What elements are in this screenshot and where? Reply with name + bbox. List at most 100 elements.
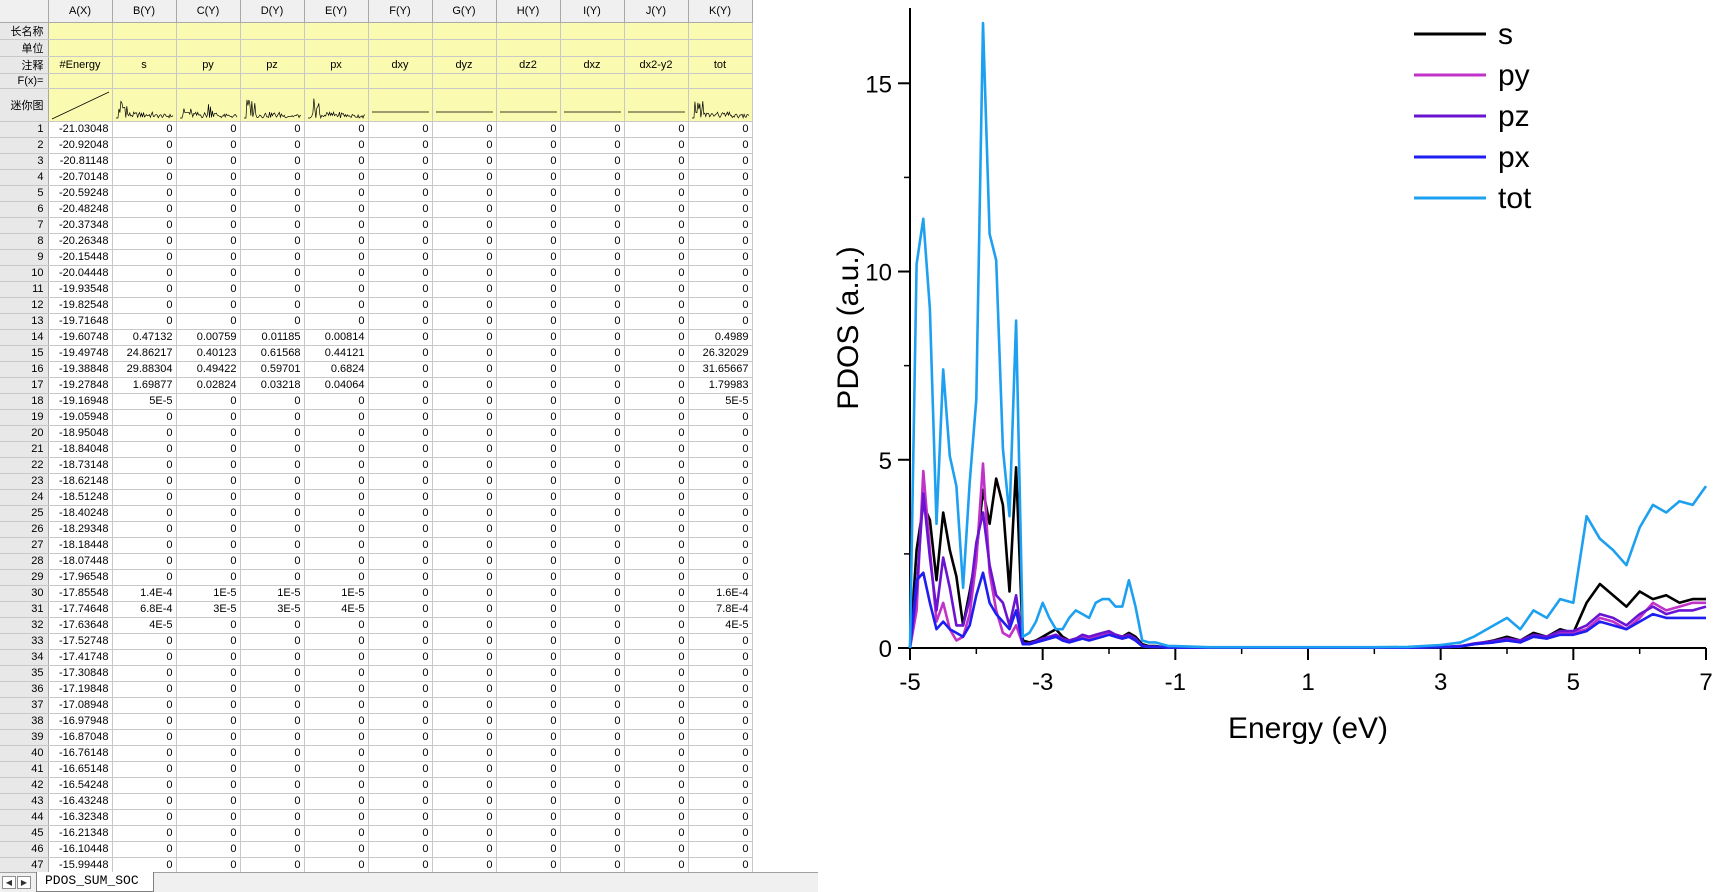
cell[interactable]: 0 xyxy=(496,761,561,778)
formula-cell[interactable] xyxy=(240,73,305,89)
cell[interactable]: 0 xyxy=(432,569,497,586)
cell[interactable]: -19.16948 xyxy=(48,393,113,410)
cell[interactable]: 0 xyxy=(688,825,753,842)
cell[interactable]: 0 xyxy=(112,681,177,698)
cell[interactable]: 0 xyxy=(240,169,305,186)
cell[interactable]: 0 xyxy=(176,313,241,330)
cell[interactable]: -20.04448 xyxy=(48,265,113,282)
cell[interactable]: 0 xyxy=(368,585,433,602)
cell[interactable]: 0 xyxy=(112,153,177,170)
cell[interactable]: 0 xyxy=(240,489,305,506)
cell[interactable]: 0 xyxy=(624,553,689,570)
cell[interactable]: -20.48248 xyxy=(48,201,113,218)
cell[interactable]: 0 xyxy=(304,617,369,634)
cell[interactable]: 0 xyxy=(368,713,433,730)
cell[interactable]: 0.02824 xyxy=(176,377,241,394)
row-number[interactable]: 47 xyxy=(0,857,49,874)
cell[interactable]: 0 xyxy=(560,329,625,346)
cell[interactable]: 0 xyxy=(112,537,177,554)
formula-cell[interactable] xyxy=(432,73,497,89)
cell[interactable]: -16.21348 xyxy=(48,825,113,842)
cell[interactable]: 0 xyxy=(112,233,177,250)
row-number[interactable]: 42 xyxy=(0,777,49,794)
cell[interactable]: 0 xyxy=(304,457,369,474)
cell[interactable]: 0 xyxy=(368,361,433,378)
cell[interactable]: 0 xyxy=(112,697,177,714)
cell[interactable]: 0 xyxy=(368,809,433,826)
column-header[interactable]: I(Y) xyxy=(560,0,625,23)
cell[interactable]: 0 xyxy=(304,761,369,778)
cell[interactable]: 0 xyxy=(304,441,369,458)
cell[interactable]: 0 xyxy=(560,377,625,394)
cell[interactable]: 0 xyxy=(240,553,305,570)
cell[interactable]: 0 xyxy=(624,697,689,714)
cell[interactable]: 0 xyxy=(304,793,369,810)
cell[interactable]: 0 xyxy=(496,297,561,314)
pdos-graph[interactable]: -5 -3 -1 1 3 5 7 0 5 10 15 Energy (eV) PDOS (a.u.) s p… xyxy=(818,0,1713,746)
row-number[interactable]: 31 xyxy=(0,601,49,618)
cell[interactable]: 24.86217 xyxy=(112,345,177,362)
cell[interactable]: 0 xyxy=(496,553,561,570)
cell[interactable]: 0 xyxy=(112,777,177,794)
cell[interactable]: 0 xyxy=(560,665,625,682)
row-number[interactable]: 13 xyxy=(0,313,49,330)
cell[interactable]: -19.93548 xyxy=(48,281,113,298)
cell[interactable]: 0 xyxy=(432,169,497,186)
cell[interactable]: 0 xyxy=(560,649,625,666)
cell[interactable]: 0 xyxy=(304,553,369,570)
cell[interactable]: 0 xyxy=(176,201,241,218)
cell[interactable]: 0 xyxy=(240,825,305,842)
long_name-cell[interactable] xyxy=(48,22,113,40)
cell[interactable]: 0 xyxy=(368,681,433,698)
cell[interactable]: -19.60748 xyxy=(48,329,113,346)
cell[interactable]: 0 xyxy=(304,521,369,538)
cell[interactable]: 0 xyxy=(432,377,497,394)
cell[interactable]: 0 xyxy=(624,313,689,330)
cell[interactable]: 0 xyxy=(240,281,305,298)
cell[interactable]: 0 xyxy=(176,233,241,250)
cell[interactable]: -21.03048 xyxy=(48,121,113,138)
row-label[interactable]: F(x)= xyxy=(0,73,49,89)
cell[interactable]: 0.00814 xyxy=(304,329,369,346)
cell[interactable]: 0 xyxy=(304,281,369,298)
cell[interactable]: 0 xyxy=(560,121,625,138)
cell[interactable]: 0.00759 xyxy=(176,329,241,346)
cell[interactable]: 0 xyxy=(560,569,625,586)
cell[interactable]: 0 xyxy=(176,553,241,570)
cell[interactable]: 0 xyxy=(496,665,561,682)
cell[interactable]: 0 xyxy=(688,777,753,794)
cell[interactable]: 0 xyxy=(496,857,561,874)
cell[interactable]: 0 xyxy=(304,777,369,794)
cell[interactable]: -19.82548 xyxy=(48,297,113,314)
cell[interactable]: 0 xyxy=(624,185,689,202)
cell[interactable]: 0 xyxy=(240,473,305,490)
cell[interactable]: 0 xyxy=(368,697,433,714)
row-number[interactable]: 37 xyxy=(0,697,49,714)
cell[interactable]: 0 xyxy=(304,185,369,202)
cell[interactable]: 0 xyxy=(624,681,689,698)
cell[interactable]: 0 xyxy=(624,793,689,810)
formula-cell[interactable] xyxy=(368,73,433,89)
cell[interactable]: 0 xyxy=(368,761,433,778)
cell[interactable]: 0 xyxy=(432,201,497,218)
cell[interactable]: 0 xyxy=(240,393,305,410)
cell[interactable]: 0 xyxy=(240,249,305,266)
cell[interactable]: 0 xyxy=(496,201,561,218)
cell[interactable]: -16.43248 xyxy=(48,793,113,810)
cell[interactable]: -20.81148 xyxy=(48,153,113,170)
row-number[interactable]: 40 xyxy=(0,745,49,762)
cell[interactable]: -19.71648 xyxy=(48,313,113,330)
cell[interactable]: 0 xyxy=(176,153,241,170)
cell[interactable]: 0 xyxy=(368,393,433,410)
cell[interactable]: 0 xyxy=(368,505,433,522)
cell[interactable]: 0 xyxy=(112,521,177,538)
cell[interactable]: 0 xyxy=(432,505,497,522)
unit-cell[interactable] xyxy=(624,39,689,57)
cell[interactable]: 0 xyxy=(304,313,369,330)
cell[interactable]: 0 xyxy=(496,825,561,842)
cell[interactable]: 0 xyxy=(688,121,753,138)
cell[interactable]: 0 xyxy=(560,169,625,186)
cell[interactable]: 0 xyxy=(432,745,497,762)
cell[interactable]: 0 xyxy=(176,281,241,298)
cell[interactable]: 0 xyxy=(496,777,561,794)
